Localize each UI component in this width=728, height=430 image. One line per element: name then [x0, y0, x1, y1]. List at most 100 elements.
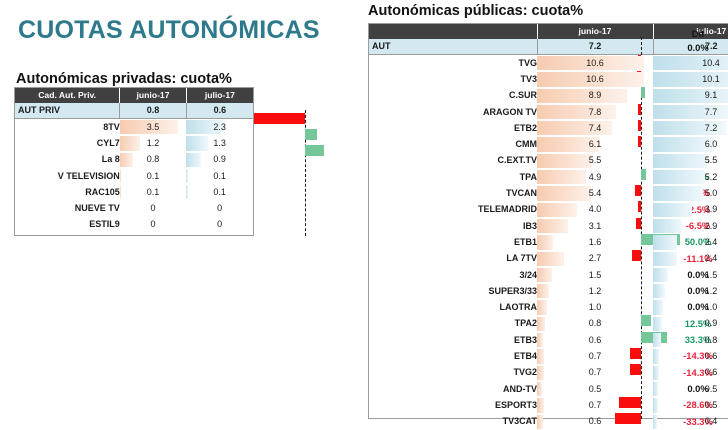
cell-value: 1.5 — [704, 269, 718, 280]
row-july-value: 0.4 — [653, 414, 728, 430]
chart-bar — [305, 128, 318, 140]
row-june-value: 1.0 — [537, 299, 653, 315]
row-channel-name: TV3CAT — [502, 416, 537, 427]
data-bar-fill — [119, 168, 122, 184]
table-row: AND-TV 0.5 0.5 — [369, 381, 728, 397]
table-row: C.SUR 8.9 9.1 — [369, 88, 728, 104]
chart-bar — [629, 364, 641, 376]
cell-value: 0.6 — [588, 334, 602, 345]
data-bar-fill — [537, 202, 578, 217]
cell-value: 1.6 — [588, 236, 602, 247]
cell-value: 0.9 — [213, 154, 226, 165]
data-bar-fill — [537, 365, 545, 380]
row-channel-name: NUEVE TV — [74, 203, 120, 214]
cell-value: 0.8 — [588, 318, 602, 329]
row-july-value: 0.6 — [653, 348, 728, 364]
cell-value: 0.6 — [704, 350, 718, 361]
table-total-row: AUT PRIV 0.8 0.6 — [15, 103, 253, 119]
chart-bar — [253, 112, 305, 124]
data-bar-fill — [653, 300, 664, 315]
data-bar-fill — [186, 136, 208, 151]
table-row: ETB3 0.6 0.8 — [369, 332, 728, 348]
row-july-value: 0.6 — [653, 365, 728, 381]
data-bar-fill — [653, 267, 669, 283]
row-july-value: 10.4 — [653, 55, 728, 72]
row-june-value: 0.8 — [119, 152, 187, 168]
chart-bar — [618, 396, 641, 408]
cell-value: 2.7 — [588, 253, 602, 264]
table-row: RAC105 0.1 0.1 — [15, 184, 253, 200]
dif-value: 12.5% — [684, 317, 712, 329]
row-july-value: 0.9 — [186, 152, 253, 168]
data-bar-fill — [537, 398, 545, 413]
total-row-july: 0.6 — [185, 103, 253, 119]
data-bar-fill — [537, 316, 546, 332]
row-june-value: 3.5 — [119, 119, 187, 136]
cell-value: 1.3 — [213, 137, 226, 148]
data-bar-fill — [653, 56, 728, 71]
public-table-body: AUT 7.2 7.2 TVG 10.6 10.4 TV3 10.6 10.1 C.SUR 8.9 9… — [369, 39, 728, 430]
cell-value: 0.9 — [704, 318, 718, 329]
public-table: junio-17 julio-17 AUT 7.2 7.2 TVG 10.6 10.4 TV… — [368, 23, 728, 429]
dif-value: 33.3% — [684, 334, 712, 346]
data-bar-fill — [537, 284, 550, 299]
row-july-value: 0.5 — [653, 381, 728, 397]
data-bar-fill — [537, 333, 544, 348]
private-table-body: AUT PRIV 0.8 0.6 8TV 3.5 2.3 CYL7 1.2 1.3 La 8 0.8… — [15, 103, 253, 233]
table-row: LA 7TV 2.7 2.4 — [369, 251, 728, 267]
row-july-value: 7.2 — [653, 120, 728, 136]
row-july-value: 0.1 — [186, 168, 253, 184]
data-bar-fill — [653, 72, 728, 87]
row-june-value: 1.2 — [119, 135, 187, 151]
private-table: Cad. Aut. Priv. junio-17 julio-17 AUT PR… — [14, 87, 254, 236]
table-row: TVCAN 5.4 5.0 — [369, 185, 728, 201]
data-bar-fill — [653, 251, 678, 266]
row-june-value: 0 — [120, 200, 187, 216]
data-bar-fill — [537, 251, 565, 266]
cell-value: 7.7 — [704, 106, 718, 117]
dif-value: -14.3% — [683, 350, 713, 362]
row-june-value: 0 — [120, 217, 187, 233]
cell-value: 6.1 — [588, 139, 602, 150]
row-july-value: 6.0 — [653, 136, 728, 152]
table-row: C.EXT.TV 5.5 5.5 — [369, 153, 728, 169]
dif-value: -6.5% — [685, 219, 711, 231]
cell-value: 0.4 — [704, 416, 718, 427]
data-bar-fill — [653, 88, 728, 103]
row-july-value: 5.2 — [653, 169, 728, 185]
row-june-value: 7.4 — [537, 120, 653, 136]
row-july-value: 0.9 — [653, 316, 728, 332]
row-july-value: 0 — [186, 217, 253, 233]
row-july-value: 1.5 — [653, 267, 728, 283]
page-title: CUOTAS AUTONÓMICAS — [18, 16, 320, 44]
total-row-label: AUT PRIV — [15, 103, 120, 119]
row-channel-name: V TELEVISION — [57, 170, 120, 181]
zero-axis-line — [305, 110, 306, 236]
data-bar-fill — [537, 235, 554, 250]
cell-value: 1.0 — [588, 302, 602, 313]
dif-value: 0.0% — [687, 301, 709, 313]
chart-bar — [637, 201, 641, 213]
dif-value: -28.6% — [683, 399, 713, 411]
row-july-value: 2.4 — [653, 251, 728, 267]
dif-value: 0.0% — [687, 382, 709, 394]
row-channel-name: ESPORT3 — [494, 399, 537, 410]
row-june-value: 4.0 — [537, 202, 653, 218]
cell-value: 0.5 — [704, 399, 718, 410]
row-july-value: 0.5 — [653, 397, 728, 413]
row-june-value: 1.2 — [537, 283, 653, 299]
cell-value: 1.5 — [588, 269, 602, 280]
data-bar-fill — [186, 120, 225, 135]
row-july-value: 1.2 — [653, 283, 728, 299]
data-bar-fill — [537, 121, 612, 136]
data-bar-fill — [653, 170, 706, 185]
row-july-value: 5.5 — [653, 153, 728, 169]
row-channel-name: TPA — [519, 171, 537, 182]
row-june-value: 7.8 — [537, 104, 653, 120]
row-june-value: 10.6 — [537, 55, 653, 72]
row-channel-name: TELEMADRID — [478, 204, 537, 215]
data-bar-fill — [537, 381, 543, 397]
chart-bar — [629, 348, 641, 360]
total-row-label: AUT — [369, 39, 537, 55]
private-variation-chart — [252, 110, 328, 236]
